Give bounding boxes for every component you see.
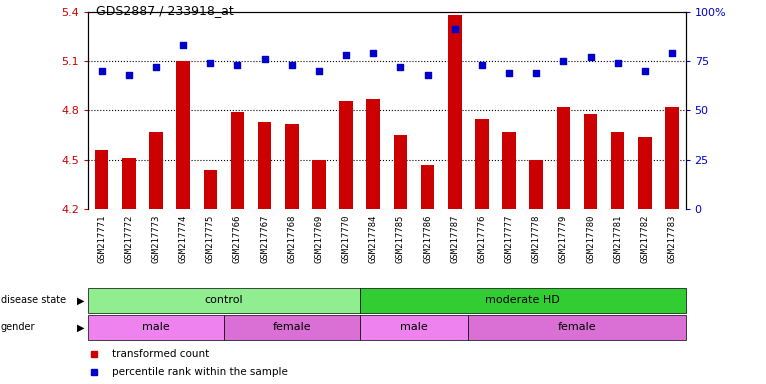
Text: transformed count: transformed count: [112, 349, 209, 359]
Bar: [584, 114, 597, 209]
Point: [340, 52, 352, 58]
Bar: [149, 132, 163, 209]
Text: GSM217767: GSM217767: [260, 215, 269, 263]
Text: GSM217774: GSM217774: [178, 215, 188, 263]
Bar: [468, 315, 686, 340]
Text: disease state: disease state: [1, 295, 66, 306]
Point: [205, 60, 217, 66]
Point: [611, 60, 624, 66]
Text: GDS2887 / 233918_at: GDS2887 / 233918_at: [96, 4, 234, 17]
Text: GSM217773: GSM217773: [152, 215, 161, 263]
Text: GSM217766: GSM217766: [233, 215, 242, 263]
Text: GSM217778: GSM217778: [532, 215, 541, 263]
Text: GSM217780: GSM217780: [586, 215, 595, 263]
Bar: [224, 315, 360, 340]
Text: GSM217768: GSM217768: [287, 215, 296, 263]
Point: [123, 72, 135, 78]
Text: ▶: ▶: [77, 295, 84, 306]
Bar: [529, 160, 543, 209]
Bar: [258, 122, 271, 209]
Bar: [502, 132, 516, 209]
Text: GSM217785: GSM217785: [396, 215, 405, 263]
Bar: [313, 160, 326, 209]
Point: [666, 50, 678, 56]
Bar: [285, 124, 299, 209]
Point: [449, 26, 461, 32]
Point: [258, 56, 270, 62]
Point: [530, 70, 542, 76]
Bar: [231, 112, 244, 209]
Text: male: male: [142, 322, 170, 333]
Bar: [122, 158, 136, 209]
Bar: [665, 107, 679, 209]
Bar: [204, 170, 217, 209]
Bar: [366, 99, 380, 209]
Point: [503, 70, 516, 76]
Point: [150, 64, 162, 70]
Bar: [339, 101, 353, 209]
Text: GSM217784: GSM217784: [368, 215, 378, 263]
Bar: [638, 137, 652, 209]
Bar: [95, 150, 109, 209]
Bar: [394, 135, 408, 209]
Text: moderate HD: moderate HD: [485, 295, 560, 306]
Point: [367, 50, 379, 56]
Point: [421, 72, 434, 78]
Text: GSM217769: GSM217769: [314, 215, 323, 263]
Bar: [360, 288, 686, 313]
Bar: [421, 165, 434, 209]
Text: GSM217775: GSM217775: [206, 215, 214, 263]
Bar: [88, 288, 360, 313]
Text: female: female: [558, 322, 596, 333]
Text: percentile rank within the sample: percentile rank within the sample: [112, 367, 288, 377]
Bar: [611, 132, 624, 209]
Bar: [475, 119, 489, 209]
Text: GSM217779: GSM217779: [559, 215, 568, 263]
Point: [394, 64, 407, 70]
Point: [313, 68, 325, 74]
Bar: [360, 315, 468, 340]
Point: [286, 62, 298, 68]
Text: GSM217772: GSM217772: [124, 215, 133, 263]
Point: [231, 62, 244, 68]
Bar: [448, 15, 461, 209]
Text: GSM217776: GSM217776: [477, 215, 486, 263]
Text: GSM217786: GSM217786: [423, 215, 432, 263]
Point: [584, 54, 597, 60]
Text: control: control: [205, 295, 243, 306]
Point: [639, 68, 651, 74]
Text: GSM217787: GSM217787: [450, 215, 460, 263]
Bar: [557, 107, 570, 209]
Text: male: male: [400, 322, 428, 333]
Text: GSM217777: GSM217777: [505, 215, 513, 263]
Text: GSM217783: GSM217783: [667, 215, 676, 263]
Bar: [88, 315, 224, 340]
Text: ▶: ▶: [77, 322, 84, 333]
Point: [96, 68, 108, 74]
Point: [476, 62, 488, 68]
Text: GSM217781: GSM217781: [613, 215, 622, 263]
Point: [557, 58, 569, 64]
Text: GSM217770: GSM217770: [342, 215, 351, 263]
Text: GSM217771: GSM217771: [97, 215, 106, 263]
Text: gender: gender: [1, 322, 35, 333]
Bar: [176, 61, 190, 209]
Text: GSM217782: GSM217782: [640, 215, 650, 263]
Text: female: female: [273, 322, 311, 333]
Point: [177, 42, 189, 48]
